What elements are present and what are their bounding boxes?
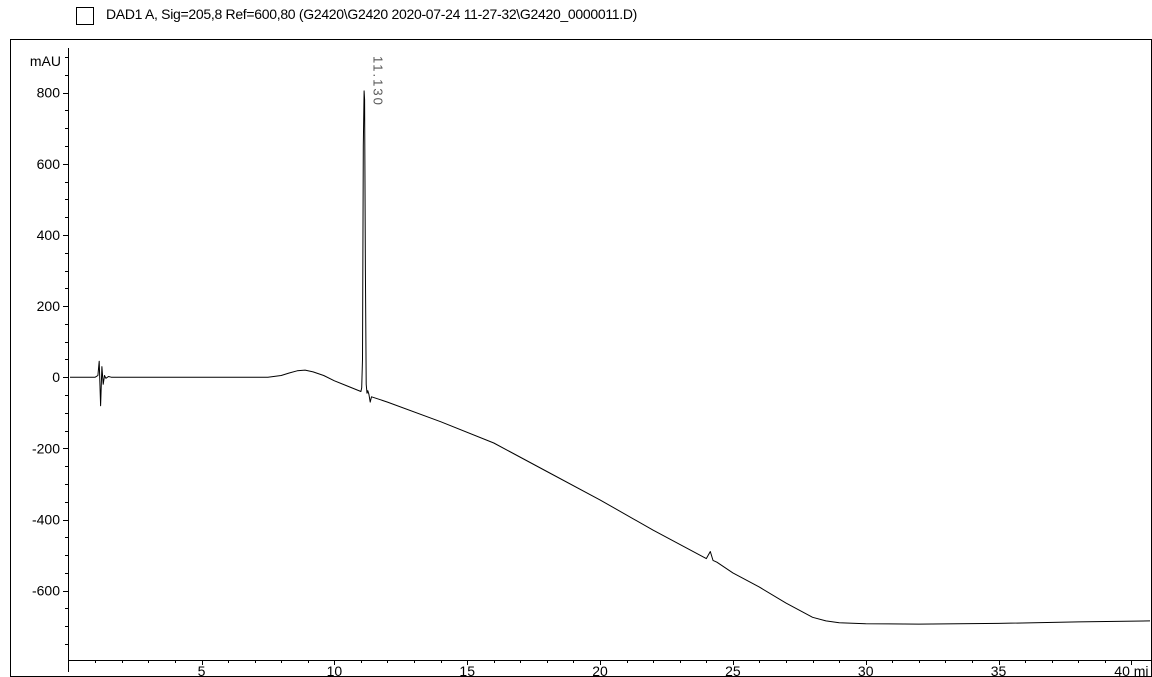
y-tick-label: -400 xyxy=(32,512,60,528)
chart-title: DAD1 A, Sig=205,8 Ref=600,80 (G2420\G242… xyxy=(106,6,638,22)
x-tick-label: 10 xyxy=(327,663,343,677)
signal-legend-swatch[interactable] xyxy=(76,7,94,25)
x-tick-label: 40 mi xyxy=(1114,663,1148,677)
y-tick-label: -600 xyxy=(32,583,60,599)
y-axis: 800 600 400 200 0 -200 -400 -600 xyxy=(32,48,69,672)
chart-header: DAD1 A, Sig=205,8 Ref=600,80 (G2420\G242… xyxy=(0,0,1152,40)
y-tick-label: 0 xyxy=(52,369,60,385)
peak-label: 11.130 xyxy=(370,56,385,107)
y-tick-label: 800 xyxy=(37,85,61,101)
x-tick-label: 35 xyxy=(991,663,1007,677)
y-tick-label: 200 xyxy=(37,298,61,314)
series-layer xyxy=(70,90,1151,625)
y-axis-label: mAU xyxy=(30,53,61,69)
x-axis: 5 10 15 20 25 30 35 40 mi xyxy=(68,660,1151,677)
y-tick-label: 400 xyxy=(37,227,61,243)
y-tick-label: 600 xyxy=(37,156,61,172)
x-tick-label: 15 xyxy=(459,663,475,677)
x-tick-label: 5 xyxy=(198,663,206,677)
peak-labels: 11.130 xyxy=(370,56,385,107)
y-tick-label: -200 xyxy=(32,440,60,456)
x-tick-label: 20 xyxy=(592,663,608,677)
signal-trace xyxy=(70,90,1151,625)
plot-frame xyxy=(10,39,1152,677)
x-tick-label: 25 xyxy=(725,663,741,677)
x-tick-label: 30 xyxy=(858,663,874,677)
